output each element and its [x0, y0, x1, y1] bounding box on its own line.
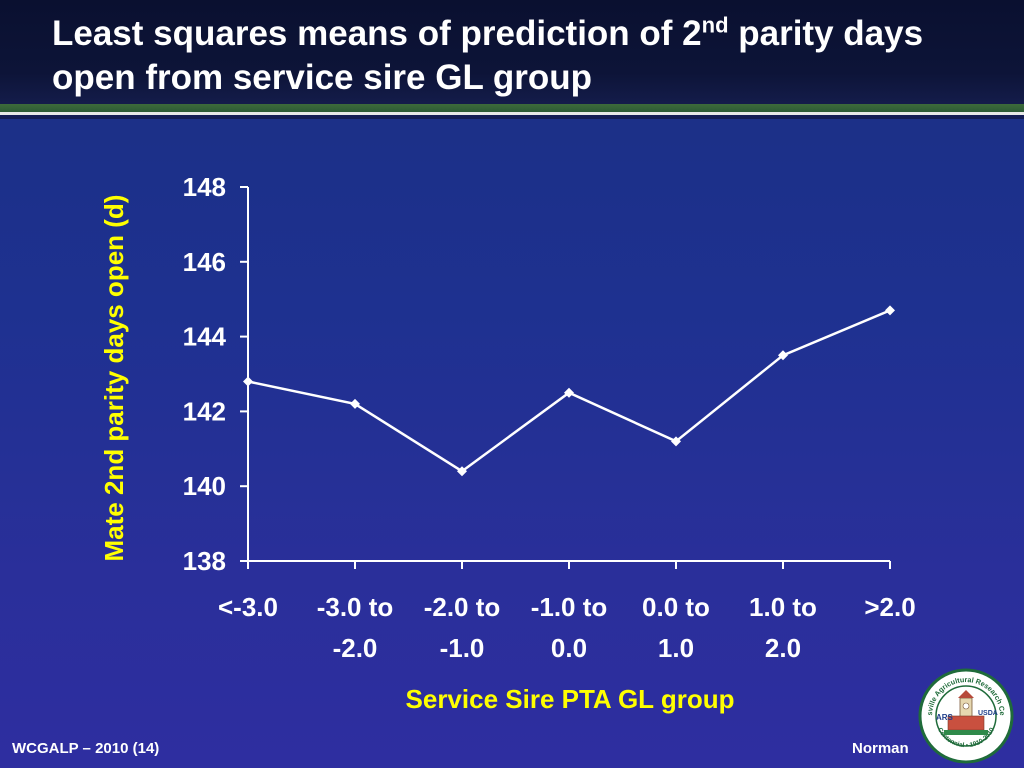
- data-point: [457, 466, 467, 477]
- title-text-end: parity days open from service sire GL gr…: [52, 14, 924, 97]
- data-point: [885, 305, 895, 316]
- x-tick-label: >2.0: [864, 592, 915, 622]
- footer-conference: WCGALP – 2010 (14): [12, 740, 160, 757]
- data-point: [350, 398, 360, 409]
- y-tick-label: 140: [183, 471, 226, 501]
- x-tick-label: 0.0: [551, 633, 587, 663]
- x-tick-label: -2.0 to: [424, 592, 501, 622]
- barc-centennial-logo: Beltsville Agricultural Research Center …: [918, 668, 1014, 764]
- title-text-main: Least squares means of prediction of 2: [52, 14, 702, 53]
- x-tick-label: -3.0 to: [317, 592, 394, 622]
- header-divider-white: [0, 112, 1024, 115]
- slide-title: Least squares means of prediction of 2nd…: [52, 12, 1012, 100]
- title-bar: Least squares means of prediction of 2nd…: [0, 0, 1024, 104]
- data-point: [243, 376, 253, 387]
- x-tick-label: 2.0: [765, 633, 801, 663]
- logo-usda: USDA: [978, 710, 998, 717]
- x-tick-label: <-3.0: [218, 592, 278, 622]
- x-tick-label: 0.0 to: [642, 592, 710, 622]
- y-axis-label: Mate 2nd parity days open (d): [99, 194, 129, 562]
- y-tick-label: 148: [183, 172, 226, 202]
- data-point: [778, 350, 788, 361]
- x-tick-label: -1.0: [440, 633, 485, 663]
- y-tick-label: 146: [183, 247, 226, 277]
- y-tick-label: 138: [183, 546, 226, 576]
- logo-ars: ARS: [936, 713, 954, 722]
- header-divider-dark: [0, 115, 1024, 119]
- footer-author: Norman: [852, 740, 909, 757]
- x-tick-label: 1.0 to: [749, 592, 817, 622]
- data-point: [564, 387, 574, 398]
- y-tick-label: 142: [183, 396, 226, 426]
- header-divider-green: [0, 104, 1024, 112]
- title-superscript: nd: [701, 12, 729, 38]
- x-axis-label: Service Sire PTA GL group: [405, 684, 735, 714]
- x-tick-label: -2.0: [333, 633, 378, 663]
- x-tick-label: -1.0 to: [531, 592, 608, 622]
- x-tick-label: 1.0: [658, 633, 694, 663]
- data-point: [671, 436, 681, 447]
- y-tick-label: 144: [183, 322, 227, 352]
